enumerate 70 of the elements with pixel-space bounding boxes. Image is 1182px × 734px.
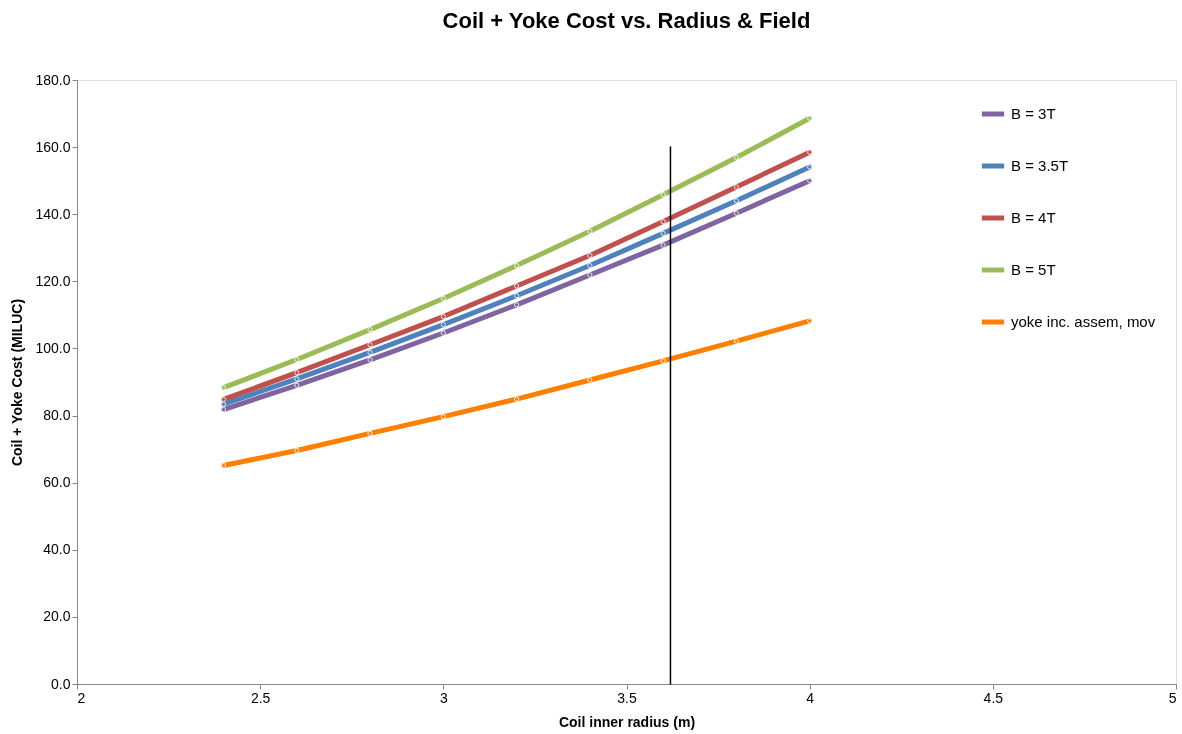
y-tick-label: 0.0 [51,675,71,692]
point [221,385,227,391]
point [514,263,520,269]
legend-label: B = 4T [1011,209,1056,226]
y-axis-title: Coil + Yoke Cost (MILUC) [9,298,26,467]
point [807,149,813,155]
point [807,318,813,324]
point [514,396,520,402]
point [221,407,227,413]
point [367,357,373,363]
legend-label: B = 3T [1011,105,1056,122]
y-tick-label: 40.0 [43,541,71,558]
point [294,447,300,453]
x-tick-label: 4.5 [983,689,1004,706]
point [660,358,666,364]
point [221,463,227,469]
point [440,295,446,301]
point [367,342,373,348]
chart-title: Coil + Yoke Cost vs. Radius & Field [442,8,811,33]
x-tick-label: 5 [1168,689,1177,706]
legend-label: B = 5T [1011,261,1056,278]
point [660,219,666,225]
point [367,430,373,436]
legend-label: yoke inc. assem, mov [1011,313,1156,330]
point [733,155,739,161]
point [587,263,593,269]
x-tick-label: 3 [439,689,448,706]
point [514,283,520,289]
x-tick-label: 3.5 [617,689,637,706]
point [660,192,666,198]
point [367,349,373,355]
y-tick-label: 180.0 [35,71,71,88]
point [294,382,300,388]
point [440,322,446,328]
point [294,357,300,363]
point [587,252,593,259]
point [733,184,739,190]
y-tick-label: 80.0 [43,407,71,424]
x-tick-label: 2 [77,689,86,706]
point [440,414,446,420]
x-tick-label: 2.5 [250,689,271,706]
point [807,115,813,121]
y-tick-label: 120.0 [35,272,71,289]
legend-label: B = 3.5T [1011,157,1069,174]
point [587,377,593,383]
y-tick-label: 60.0 [43,474,71,491]
point [660,242,666,248]
x-axis-title: Coil inner radius (m) [558,713,696,730]
point [221,401,227,407]
point [367,327,373,333]
y-tick-label: 160.0 [35,138,71,155]
point [440,330,446,336]
point [294,376,300,382]
point [660,230,666,236]
point [514,293,520,299]
point [733,198,739,204]
point [221,396,227,402]
point [587,272,593,278]
x-tick-label: 4 [806,689,815,706]
y-tick-label: 100.0 [35,339,71,356]
point [294,370,300,376]
point [807,178,813,184]
y-tick-label: 140.0 [35,205,71,222]
point [440,314,446,320]
point [733,210,739,216]
point [807,164,813,170]
point [733,338,739,344]
point [514,302,520,308]
point [587,228,593,234]
y-tick-label: 20.0 [43,608,71,625]
